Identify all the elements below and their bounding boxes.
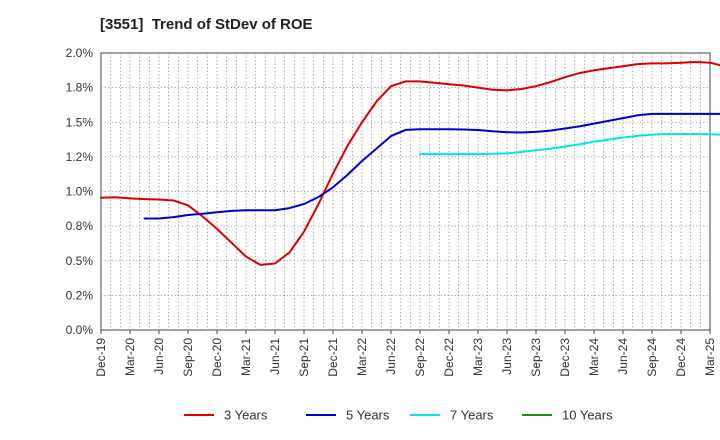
series-layer [100, 61, 720, 266]
y-tick-label: 0.2% [66, 288, 94, 302]
x-tick-label: Mar-25 [703, 338, 717, 376]
legend: 3 Years 5 Years 7 Years 10 Years [184, 408, 613, 423]
series-line [100, 61, 720, 266]
x-tick-label: Mar-21 [239, 338, 253, 376]
x-tick-label: Jun-20 [152, 338, 166, 375]
x-tick-label: Sep-20 [181, 338, 195, 377]
x-tick-label: Dec-24 [674, 338, 688, 377]
x-tick-label: Dec-21 [326, 338, 340, 377]
legend-label: 7 Years [450, 408, 494, 423]
legend-label: 3 Years [224, 408, 268, 423]
x-tick-label: Sep-24 [645, 338, 659, 377]
series-line [143, 112, 720, 220]
legend-label: 10 Years [562, 408, 613, 423]
chart-title: [3551] Trend of StDev of ROE [100, 16, 313, 33]
grid-layer [101, 53, 710, 330]
legend-item: 5 Years [306, 408, 390, 423]
x-tick-label: Jun-23 [500, 338, 514, 375]
y-tick-label: 1.0% [66, 185, 94, 199]
legend-item: 3 Years [184, 408, 268, 423]
y-tick-label: 0.5% [66, 254, 94, 268]
series-0 [100, 61, 720, 266]
x-tick-label: Mar-20 [123, 338, 137, 376]
legend-label: 5 Years [346, 408, 390, 423]
x-tick-label: Sep-22 [413, 338, 427, 377]
x-tick-label: Jun-21 [268, 338, 282, 375]
legend-item: 10 Years [522, 408, 613, 423]
y-tick-label: 1.8% [66, 81, 94, 95]
x-tick-label: Jun-22 [384, 338, 398, 375]
x-tick-label: Dec-22 [442, 338, 456, 377]
x-tick-label: Dec-20 [210, 338, 224, 377]
x-tick-label: Dec-23 [558, 338, 572, 377]
y-tick-label: 2.0% [66, 46, 94, 60]
y-tick-label: 0.0% [66, 323, 94, 337]
legend-item: 7 Years [410, 408, 494, 423]
series-1 [143, 112, 720, 220]
axis-layer: 0.0% 0.2% 0.5% 0.8% 1.0% 1.2% 1.5% 1.8% 2.0% Dec-… [66, 46, 717, 377]
x-tick-label: Jun-24 [616, 338, 630, 375]
x-tick-label: Mar-22 [355, 338, 369, 376]
x-tick-label: Dec-19 [94, 338, 108, 377]
x-tick-label: Sep-23 [529, 338, 543, 377]
y-tick-label: 1.5% [66, 115, 94, 129]
series-line [419, 133, 720, 156]
series-2 [419, 133, 720, 156]
x-tick-label: Mar-24 [587, 338, 601, 376]
y-tick-label: 0.8% [66, 219, 94, 233]
y-tick-label: 1.2% [66, 150, 94, 164]
x-tick-label: Mar-23 [471, 338, 485, 376]
x-tick-label: Sep-21 [297, 338, 311, 377]
